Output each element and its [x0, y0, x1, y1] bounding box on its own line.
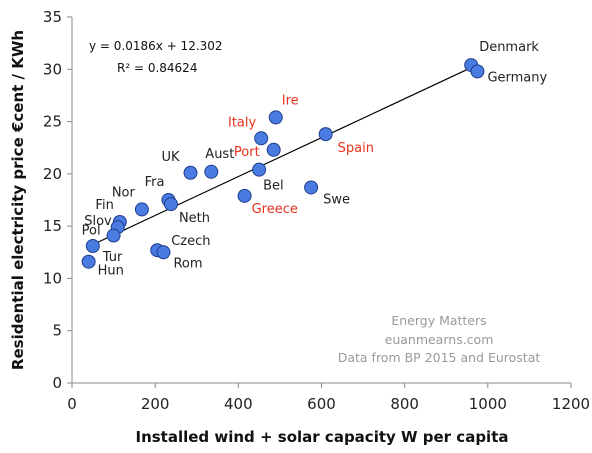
data-points — [81, 58, 485, 269]
x-tick-label: 800 — [390, 395, 419, 413]
data-point-nor — [134, 202, 149, 217]
point-label-italy: Italy — [228, 115, 257, 130]
point-label-uk: UK — [161, 150, 180, 165]
point-label-tur: Tur — [102, 250, 123, 265]
x-axis-title: Installed wind + solar capacity W per ca… — [135, 428, 508, 446]
point-label-fra: Fra — [145, 175, 165, 190]
data-point-spain — [318, 127, 333, 142]
point-label-greece: Greece — [252, 202, 298, 217]
data-point-hun — [81, 254, 96, 269]
credit-line-1: Energy Matters — [391, 313, 486, 328]
point-label-pol: Pol — [82, 224, 101, 239]
y-tick-label: 0 — [52, 374, 62, 392]
y-tick-label: 25 — [43, 113, 62, 131]
data-point-aust — [204, 164, 219, 179]
data-point-tur — [85, 239, 100, 254]
data-point-greece — [237, 188, 252, 203]
point-label-bel: Bel — [263, 179, 284, 194]
point-label-swe: Swe — [323, 192, 350, 207]
point-labels: Denmark Germany Ire Italy Spain Port UK Aust Bel… — [82, 40, 548, 279]
point-label-germany: Germany — [487, 70, 547, 85]
point-label-ire: Ire — [282, 93, 299, 108]
point-label-port: Port — [234, 145, 260, 160]
y-tick-label: 15 — [43, 217, 62, 235]
y-tick-label: 30 — [43, 60, 62, 78]
point-label-denmark: Denmark — [479, 40, 539, 55]
point-label-aust: Aust — [205, 147, 234, 162]
y-tick-label: 35 — [43, 8, 62, 26]
y-tick-label: 5 — [52, 322, 62, 340]
y-tick-label: 20 — [43, 165, 62, 183]
data-point-ire — [268, 110, 283, 125]
data-point-swe — [304, 180, 319, 195]
data-point-italy — [254, 131, 269, 146]
y-axis-title: Residential electricity price €cent / KW… — [9, 30, 27, 370]
x-tick-label: 600 — [307, 395, 336, 413]
trendline — [92, 64, 478, 246]
point-label-neth: Neth — [179, 211, 210, 226]
point-label-spain: Spain — [338, 141, 374, 156]
ticks: 0 5 10 15 20 25 30 35 0 200 400 600 800 1000 1200 — [43, 8, 590, 413]
point-label-fin: Fin — [95, 198, 113, 213]
credit-line-3: Data from BP 2015 and Eurostat — [338, 350, 541, 365]
data-point-germany — [470, 64, 485, 79]
data-point-rom — [156, 245, 171, 260]
x-tick-label: 400 — [224, 395, 253, 413]
r-squared-label: R² = 0.84624 — [117, 61, 197, 75]
point-label-slov: Slov — [84, 214, 112, 229]
y-tick-label: 10 — [43, 269, 62, 287]
x-tick-label: 1200 — [552, 395, 590, 413]
point-label-hun: Hun — [98, 264, 124, 279]
data-point-uk — [183, 165, 198, 180]
credit-line-2: euanmearns.com — [385, 332, 494, 347]
point-label-rom: Rom — [173, 256, 202, 271]
data-point-neth — [163, 197, 178, 212]
data-point-port — [266, 142, 281, 157]
x-tick-label: 200 — [141, 395, 170, 413]
point-label-nor: Nor — [112, 185, 136, 200]
data-point-bel — [252, 162, 267, 177]
x-tick-label: 1000 — [469, 395, 507, 413]
point-label-czech: Czech — [171, 234, 210, 249]
equation-label: y = 0.0186x + 12.302 — [89, 39, 223, 53]
data-point-pol — [106, 228, 121, 243]
x-tick-label: 0 — [67, 395, 77, 413]
